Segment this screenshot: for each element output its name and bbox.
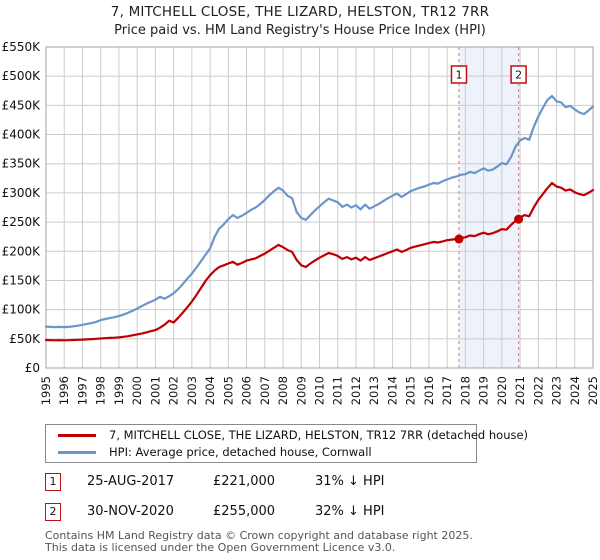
sale-dot — [514, 214, 524, 224]
x-tick-label: 2007 — [258, 376, 272, 405]
x-tick-label: 2004 — [203, 376, 217, 405]
footer-line-2: This data is licensed under the Open Gov… — [45, 540, 396, 554]
hpi-line-swatch — [58, 450, 96, 454]
legend-row-property: 7, MITCHELL CLOSE, THE LIZARD, HELSTON, … — [46, 428, 528, 442]
y-tick-label: £50K — [9, 332, 41, 346]
series-path-hpi — [44, 94, 595, 329]
plot-border — [45, 46, 594, 369]
x-tick-label: 2025 — [586, 376, 600, 405]
license-footer: Contains HM Land Registry data © Crown c… — [45, 530, 473, 553]
x-tick-label: 2012 — [349, 376, 363, 405]
sale-price-1: £221,000 — [213, 474, 276, 489]
y-tick-label: £500K — [2, 69, 42, 83]
x-tick-label: 2001 — [148, 376, 162, 405]
x-tick-label: 2002 — [167, 376, 181, 405]
sale-hpi-diff-1: 31% ↓ HPI — [315, 474, 385, 489]
sale-dot — [454, 234, 464, 244]
x-tick-label: 2017 — [440, 376, 454, 405]
x-tick-label: 2008 — [276, 376, 290, 405]
footer-line-1: Contains HM Land Registry data © Crown c… — [45, 529, 473, 542]
x-tick-label: 2024 — [568, 376, 582, 405]
x-tick-label: 2006 — [240, 376, 254, 405]
x-tick-label: 2023 — [550, 376, 564, 405]
page-title: 7, MITCHELL CLOSE, THE LIZARD, HELSTON, … — [110, 4, 490, 20]
x-tick-label: 2015 — [404, 376, 418, 405]
x-tick-label: 2019 — [477, 376, 491, 405]
page-subtitle: Price paid vs. HM Land Registry's House … — [114, 23, 486, 38]
sale-marker-box — [510, 65, 527, 84]
sale-marker-label: 1 — [455, 69, 462, 82]
property-line-swatch — [58, 433, 96, 437]
y-tick-label: £450K — [2, 98, 42, 112]
y-tick-label: £550K — [2, 42, 42, 54]
sale-marker-2: 2 — [45, 503, 61, 521]
x-tick-label: 1999 — [112, 376, 126, 405]
y-tick-label: £150K — [2, 273, 42, 287]
x-tick-label: 2018 — [458, 376, 472, 405]
x-tick-label: 2021 — [513, 376, 527, 405]
x-tick-label: 2016 — [422, 376, 436, 405]
x-tick-label: 2011 — [331, 376, 345, 405]
y-tick-label: £100K — [2, 303, 42, 317]
sale-marker-1: 1 — [45, 473, 61, 491]
x-tick-label: 1998 — [94, 376, 108, 405]
sale-annotation-row-1: 1 25-AUG-2017 £221,000 31% ↓ HPI — [45, 473, 585, 491]
x-tick-label: 2005 — [221, 376, 235, 405]
sale-marker-label: 2 — [515, 69, 522, 82]
y-tick-label: £250K — [2, 215, 42, 229]
x-tick-label: 2000 — [130, 376, 144, 405]
legend-label-property: 7, MITCHELL CLOSE, THE LIZARD, HELSTON, … — [109, 428, 529, 442]
x-tick-label: 2014 — [385, 376, 399, 405]
legend-row-hpi: HPI: Average price, detached house, Corn… — [46, 445, 476, 459]
sale-hpi-diff-2: 32% ↓ HPI — [315, 504, 385, 519]
x-tick-label: 2020 — [495, 376, 509, 405]
x-tick-label: 1995 — [39, 376, 53, 405]
hpi-band — [458, 47, 519, 368]
y-tick-label: £400K — [2, 128, 42, 142]
y-tick-label: £200K — [2, 244, 42, 258]
y-tick-label: £350K — [2, 157, 42, 171]
price-chart: 1 2 £0 £50K £100K £150K £200K £250K £300K £350K £4… — [2, 42, 600, 405]
x-tick-label: 1996 — [57, 376, 71, 405]
sale-date-2: 30-NOV-2020 — [87, 504, 174, 519]
legend-box: 7, MITCHELL CLOSE, THE LIZARD, HELSTON, … — [45, 424, 528, 463]
x-tick-label: 2010 — [313, 376, 327, 405]
sale-annotation-row-2: 2 30-NOV-2020 £255,000 32% ↓ HPI — [45, 503, 585, 521]
sale-marker-box — [450, 65, 468, 84]
x-tick-label: 2009 — [294, 376, 308, 405]
sale-date-1: 25-AUG-2017 — [87, 474, 175, 489]
x-tick-label: 2022 — [531, 376, 545, 405]
y-tick-label: £300K — [2, 186, 42, 200]
series-path-property — [44, 181, 595, 342]
x-tick-label: 2013 — [367, 376, 381, 405]
x-tick-label: 1997 — [75, 376, 89, 405]
legend-label-hpi: HPI: Average price, detached house, Corn… — [109, 445, 372, 459]
y-tick-label: £0 — [25, 361, 40, 375]
sale-price-2: £255,000 — [213, 504, 276, 519]
x-tick-label: 2003 — [185, 376, 199, 405]
